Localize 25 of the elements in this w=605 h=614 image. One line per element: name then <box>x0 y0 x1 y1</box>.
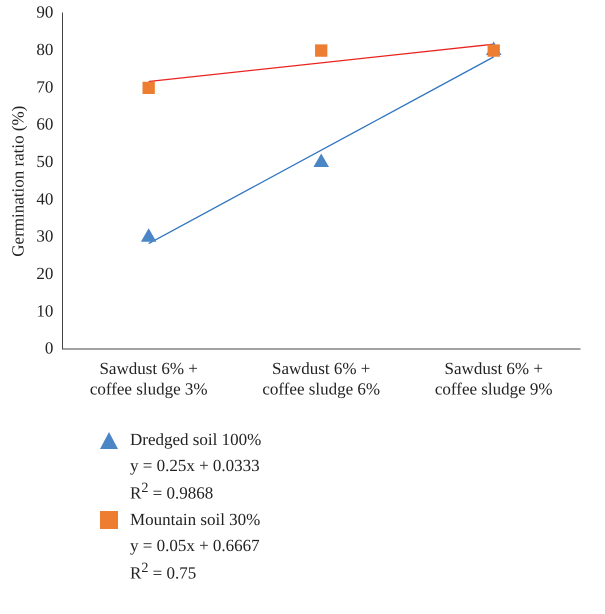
y-tick-label: 20 <box>36 264 54 283</box>
y-tick-label: 60 <box>36 114 54 134</box>
point <box>314 154 329 168</box>
y-tick-label: 40 <box>36 189 54 208</box>
x-tick-label: Sawdust 6% + coffee sludge 9% <box>434 358 553 398</box>
text: R$^{2}$ = 0.75 <box>129 558 198 584</box>
x-tick-label: Sawdust 6% + coffee sludge 3% <box>90 358 208 398</box>
y-tick-label: 50 <box>36 152 54 171</box>
text: R$^{2}$ = 0.9868 <box>129 479 214 505</box>
point <box>315 44 328 57</box>
y-tick-label: 10 <box>36 301 54 320</box>
y-tick-label: 90 <box>36 2 54 22</box>
y-tick-label: 0 <box>44 338 54 358</box>
point <box>141 228 156 242</box>
y-tick-label: 80 <box>36 40 54 59</box>
y-tick-label: 70 <box>36 77 54 96</box>
text: y = 0.25x + 0.0333 <box>129 455 261 477</box>
y-tick-label: 30 <box>36 226 54 246</box>
point <box>488 44 500 57</box>
y-axis-title: Germination ratio (%) <box>8 106 28 257</box>
text: y = 0.05x + 0.6667 <box>129 534 261 557</box>
x-tick-label: Sawdust 6% + coffee sludge 6% <box>262 358 380 398</box>
legend-label: Mountain soil 30% <box>130 510 260 530</box>
legend-label: Dredged soil 100% <box>130 430 262 450</box>
point <box>142 82 155 94</box>
